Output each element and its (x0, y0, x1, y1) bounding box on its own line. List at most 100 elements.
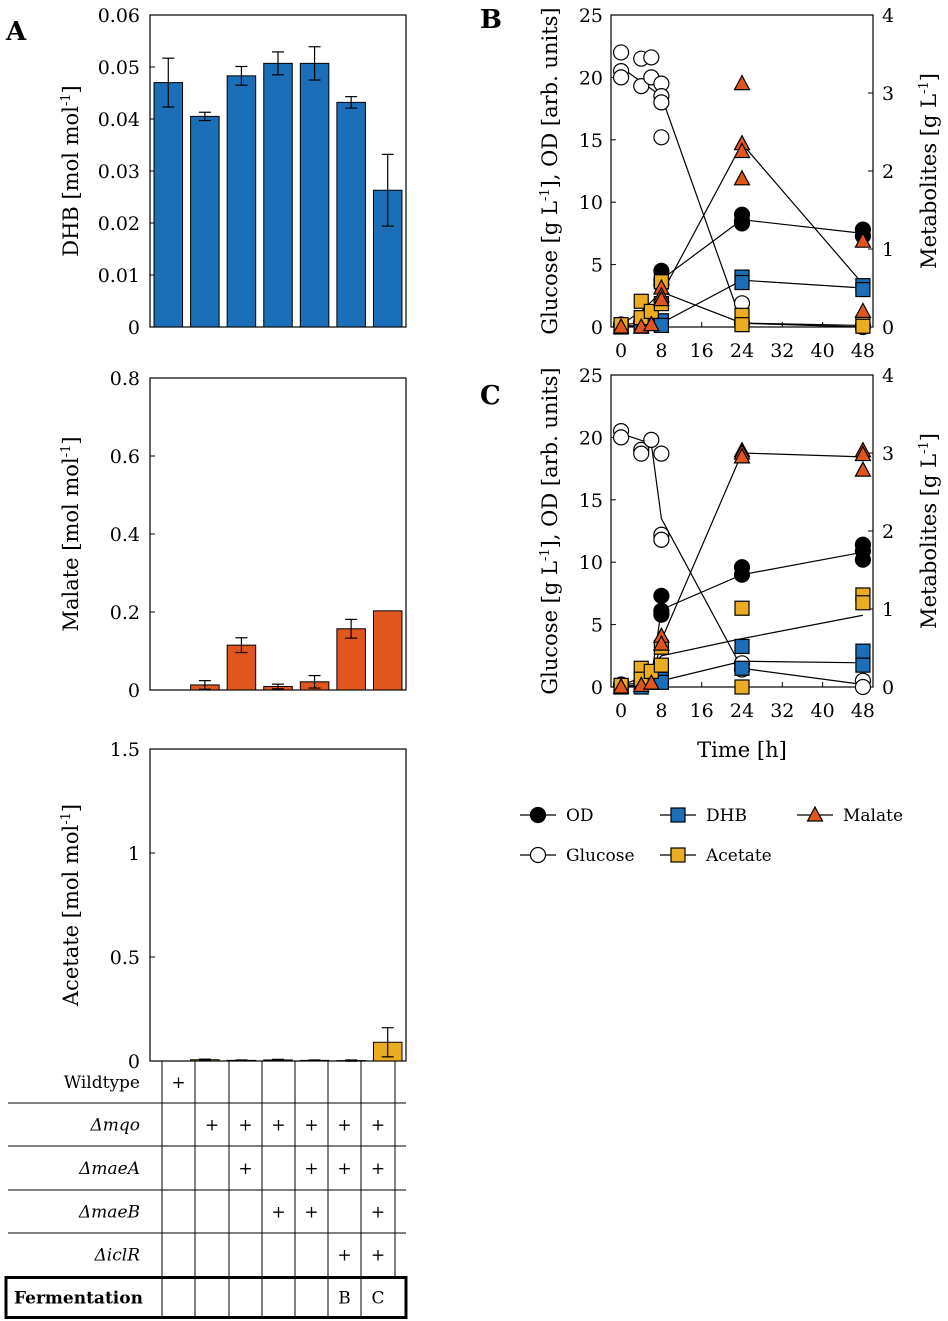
c-xlabel: Time [h] (697, 738, 787, 762)
b-glucose-point (653, 129, 670, 146)
dhb-ytick-label: 0.03 (98, 161, 140, 183)
c-ylabel-left-sup: -1 (538, 548, 553, 561)
dhb-bar (263, 62, 293, 328)
b-xtick-label: 24 (730, 340, 754, 362)
b-malate-point (652, 290, 670, 307)
b-ytick-right-label: 0 (882, 317, 894, 339)
b-od-point (733, 215, 751, 232)
panel-label-c: C (480, 381, 501, 411)
acetate-ylabel-end: ] (59, 804, 83, 812)
strain-mark: + (371, 1116, 385, 1136)
legend: OD DHB Malate Glucose Acetate (520, 805, 903, 866)
c-xtick-label: 16 (690, 700, 714, 722)
acetate-ylabel-sup: -1 (59, 812, 74, 825)
b-ytick-left-label: 15 (579, 130, 603, 152)
c-dhb-point (734, 660, 750, 676)
b-xtick-label: 8 (655, 340, 667, 362)
b-dhb-point (734, 274, 750, 291)
c-malate-point (652, 634, 670, 651)
strain-mark: + (304, 1203, 318, 1223)
fermentation-mark: C (371, 1289, 384, 1309)
c-ytick-right-label: 2 (882, 521, 894, 543)
b-ytick-left-label: 20 (579, 67, 603, 89)
c-dhb-point (855, 657, 871, 673)
c-glucose-line (620, 433, 864, 686)
c-ytick-right-label: 4 (882, 365, 894, 387)
c-dhb-point (734, 638, 750, 655)
dhb-bar-chart: 0 0.01 0.02 0.03 0.04 0.05 0.06 DHB [mol mol-1] (59, 5, 407, 339)
c-ytick-left-label: 0 (591, 677, 603, 699)
c-dhb-point (855, 643, 871, 659)
dhb-ytick-label: 0 (128, 317, 140, 339)
legend-acetate-marker (670, 847, 686, 863)
b-ytick-right-label: 2 (882, 161, 894, 183)
b-ytick-left-label: 10 (579, 192, 603, 214)
strain-mark: + (304, 1159, 318, 1179)
malate-ytick-label: 0.6 (110, 446, 140, 468)
b-ytick-left-label: 25 (579, 5, 603, 27)
strain-label: ΔmaeA (78, 1159, 140, 1179)
b-xtick-label: 48 (851, 340, 875, 362)
dhb-bar (153, 82, 184, 328)
c-ytick-left-label: 15 (579, 490, 603, 512)
legend-dhb-marker (670, 807, 686, 823)
c-xtick-label: 32 (770, 700, 794, 722)
strain-mark: + (205, 1116, 219, 1136)
acetate-ytick-label: 0.5 (110, 947, 140, 969)
c-ylabel-left-main: Glucose [g L (538, 561, 562, 695)
acetate-ylabel-main: Acetate [mol mol (59, 825, 83, 1008)
b-ylabel-left-end: ], OD [arb. units] (538, 7, 562, 188)
dhb-ylabel-sup: -1 (59, 93, 74, 106)
malate-ytick-label: 0.4 (110, 524, 140, 546)
strain-label: ΔiclR (94, 1246, 141, 1266)
dhb-bar (190, 115, 220, 328)
c-ytick-right-label: 0 (882, 677, 894, 699)
c-xtick-label: 40 (811, 700, 835, 722)
b-malate-point (854, 302, 872, 318)
strain-mark: + (304, 1116, 318, 1136)
c-malate-point (733, 447, 751, 464)
fermentation-box (4, 1276, 408, 1319)
strain-mark: + (238, 1116, 252, 1136)
b-malate-point (854, 231, 872, 248)
legend-acetate-label: Acetate (705, 846, 772, 866)
panel-label-a: A (5, 17, 27, 47)
dhb-ytick-label: 0.02 (98, 213, 140, 235)
c-glucose-point (854, 678, 872, 696)
b-glucose-point (653, 94, 670, 111)
dhb-ytick-label: 0.05 (98, 57, 140, 79)
b-malate-point (642, 315, 660, 332)
legend-glucose-marker (529, 846, 547, 864)
dhb-ytick-label: 0.01 (98, 265, 140, 287)
strain-label: ΔmaeB (78, 1203, 140, 1223)
c-xtick-label: 8 (655, 700, 667, 722)
malate-plot-frame (149, 377, 407, 691)
c-malate-point (854, 445, 872, 462)
b-ylabel-left-main: Glucose [g L (538, 201, 562, 335)
c-malate-point (612, 677, 630, 694)
fermentation-mark: B (338, 1289, 351, 1309)
legend-dhb-label: DHB (706, 806, 747, 826)
b-acetate-point (734, 317, 750, 333)
malate-ylabel: Malate [mol mol-1] (59, 436, 83, 631)
acetate-ylabel: Acetate [mol mol-1] (59, 804, 83, 1007)
malate-ytick-label: 0 (128, 680, 140, 702)
c-od-point (653, 606, 670, 623)
c-ytick-left-label: 25 (579, 365, 603, 387)
c-ytick-right-label: 3 (882, 443, 894, 465)
malate-ylabel-sup: -1 (59, 445, 74, 458)
b-xtick-label: 16 (690, 340, 714, 362)
c-malate-point (642, 673, 660, 690)
strain-mark: + (371, 1246, 385, 1266)
c-glucose-point (612, 429, 630, 446)
strain-mark: + (238, 1159, 252, 1179)
c-xtick-label: 24 (730, 700, 754, 722)
acetate-plot-frame (149, 748, 407, 1062)
legend-malate-label: Malate (843, 806, 903, 826)
c-glucose-point (653, 445, 670, 462)
malate-bar (336, 628, 366, 691)
strain-mark: + (271, 1203, 285, 1223)
